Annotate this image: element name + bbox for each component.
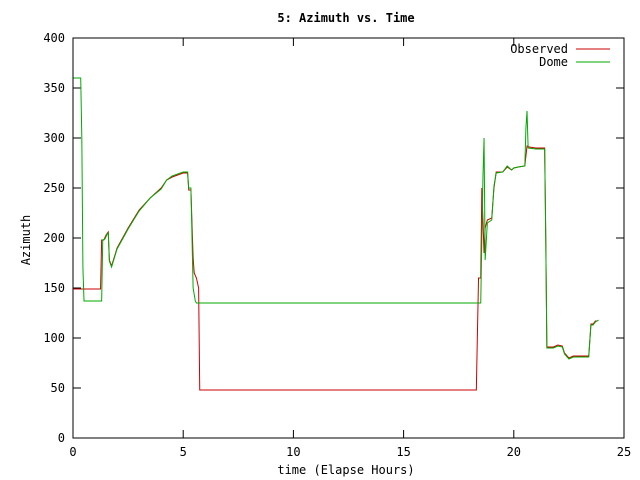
x-tick-label-0: 0: [69, 445, 76, 459]
y-tick-label-300: 300: [43, 131, 65, 145]
legend-label-observed: Observed: [510, 42, 568, 56]
y-tick-label-250: 250: [43, 181, 65, 195]
y-tick-label-350: 350: [43, 81, 65, 95]
y-tick-label-0: 0: [58, 431, 65, 445]
x-tick-label-10: 10: [286, 445, 300, 459]
chart-title: 5: Azimuth vs. Time: [277, 11, 414, 25]
x-tick-label-25: 25: [617, 445, 631, 459]
y-tick-label-100: 100: [43, 331, 65, 345]
axis-ticks: 0 50 100 150 200 250 300 350 400 0 5 10 15 20 25: [43, 31, 631, 459]
x-tick-label-5: 5: [180, 445, 187, 459]
legend-label-dome: Dome: [539, 55, 568, 69]
series-line-observed: [72, 145, 598, 391]
y-tick-label-150: 150: [43, 281, 65, 295]
plot-frame: [72, 37, 625, 439]
y-tick-label-200: 200: [43, 231, 65, 245]
y-axis-label: Azimuth: [19, 215, 33, 266]
series-line-dome: [73, 77, 599, 360]
x-tick-label-20: 20: [507, 445, 521, 459]
y-tick-label-400: 400: [43, 31, 65, 45]
x-axis-label: time (Elapse Hours): [277, 463, 414, 477]
y-tick-label-50: 50: [51, 381, 65, 395]
series-layer: [72, 77, 599, 391]
x-tick-label-15: 15: [396, 445, 410, 459]
